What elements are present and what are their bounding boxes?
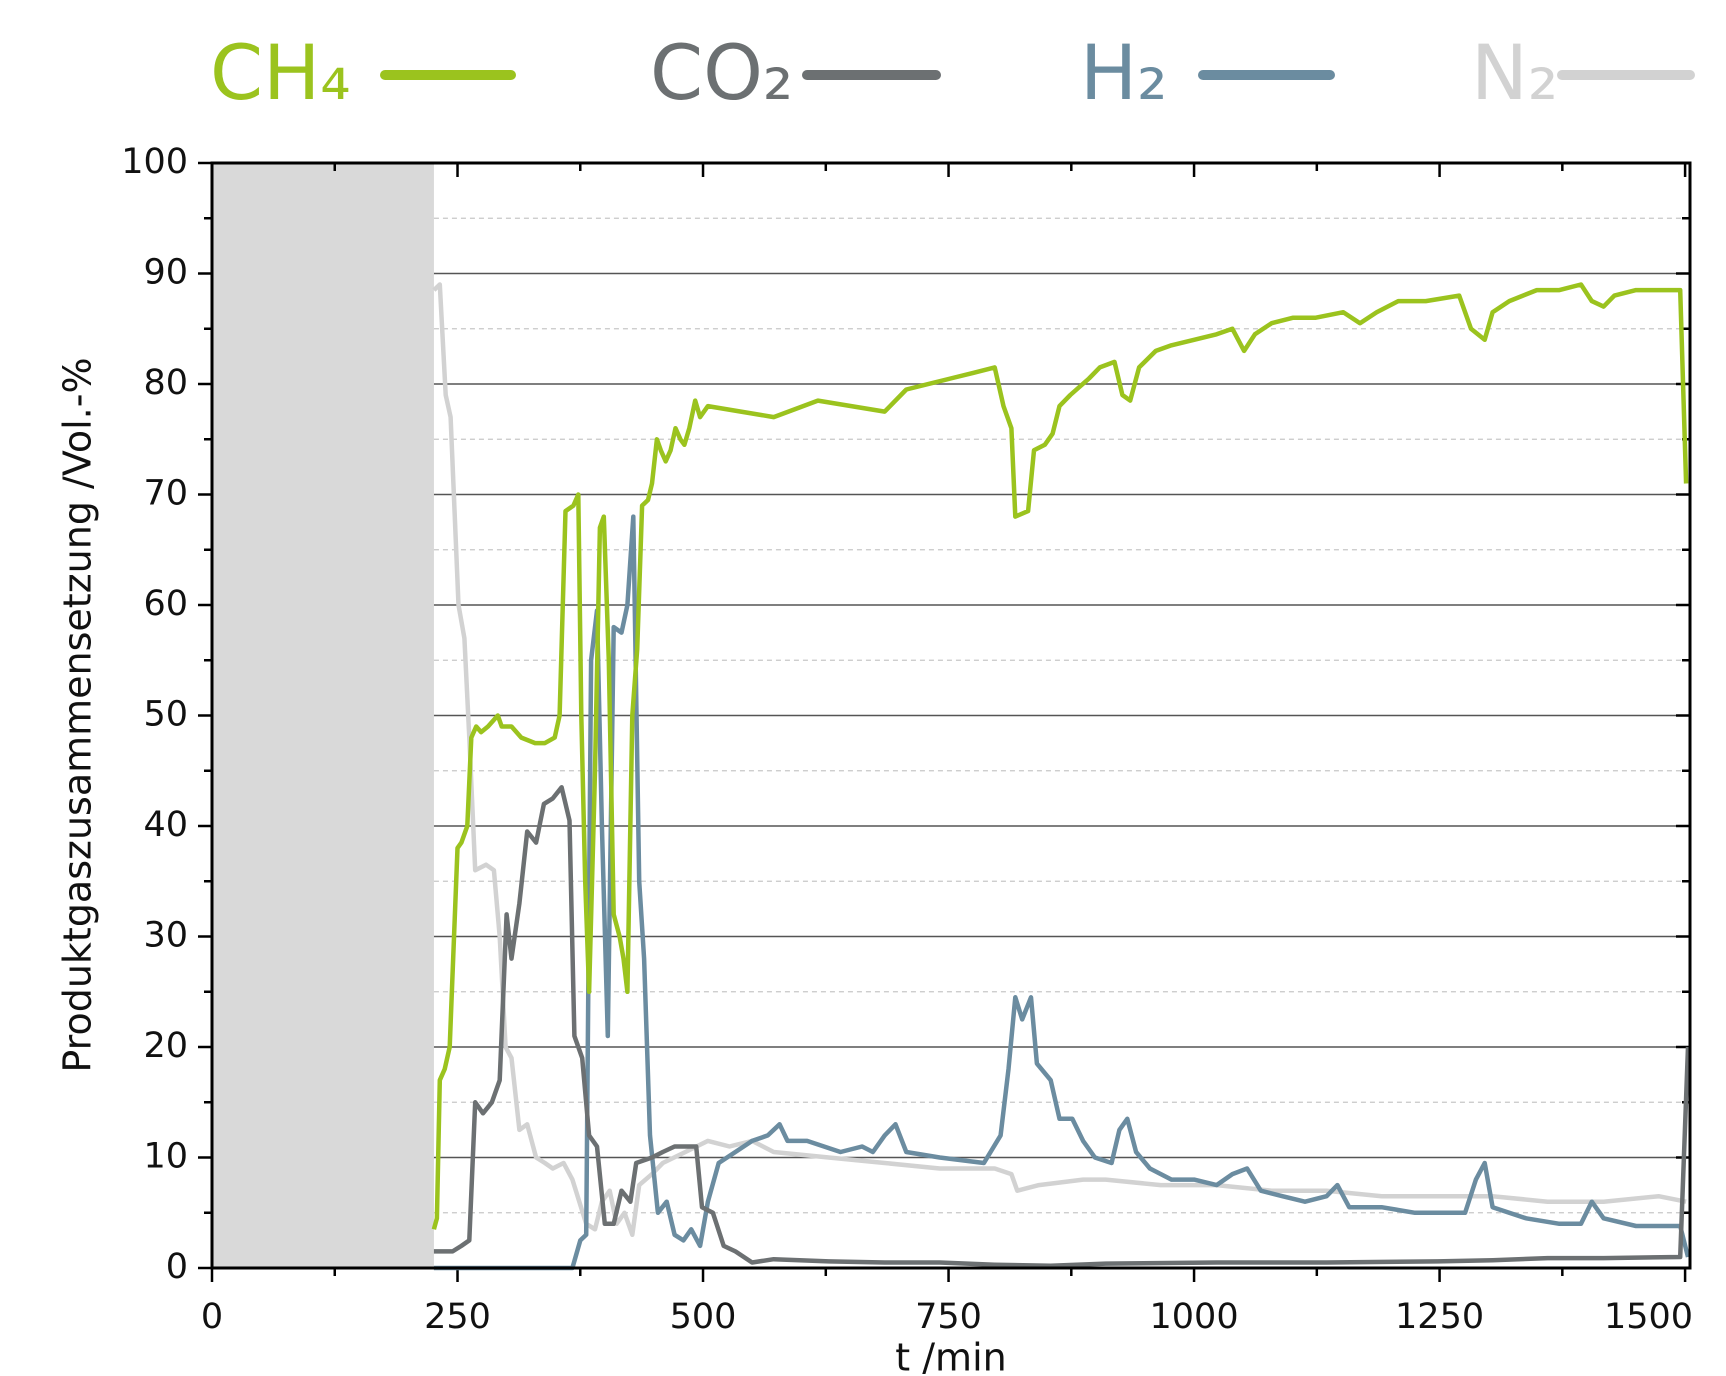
y-axis-label: Produktgaszusammensetzung /Vol.-% <box>56 357 100 1072</box>
legend-label: CO₂ <box>650 28 793 117</box>
legend-label: H₂ <box>1080 28 1168 117</box>
y-tick-label: 40 <box>143 805 188 845</box>
x-tick-label: 1500 <box>1604 1297 1693 1337</box>
y-tick-label: 20 <box>143 1026 188 1066</box>
y-tick-label: 90 <box>143 253 188 293</box>
y-tick-label: 80 <box>143 363 188 403</box>
y-tick-label: 70 <box>143 474 188 514</box>
x-tick-label: 250 <box>424 1297 491 1337</box>
y-tick-label: 0 <box>166 1247 188 1287</box>
legend-label: N₂ <box>1471 28 1558 117</box>
series-line <box>433 514 1691 1271</box>
legend-label: CH₄ <box>210 28 351 117</box>
x-tick-label: 1250 <box>1395 1297 1484 1337</box>
x-tick-label: 500 <box>670 1297 737 1337</box>
plot-frame <box>210 161 1692 1270</box>
y-tick-label: 10 <box>143 1137 188 1177</box>
y-tick-label: 100 <box>121 142 188 182</box>
y-tick-label: 30 <box>143 916 188 956</box>
series-line <box>431 282 1689 1230</box>
x-tick-label: 750 <box>915 1297 982 1337</box>
shaded-region <box>212 163 434 1268</box>
y-tick-label: 50 <box>143 695 188 735</box>
series-line <box>433 785 1691 1269</box>
x-tick-label: 1000 <box>1150 1297 1239 1337</box>
y-tick-label: 60 <box>143 584 188 624</box>
x-tick-label: 0 <box>201 1297 223 1337</box>
series-line <box>432 282 1687 1238</box>
x-axis-label: t /min <box>895 1336 1006 1376</box>
